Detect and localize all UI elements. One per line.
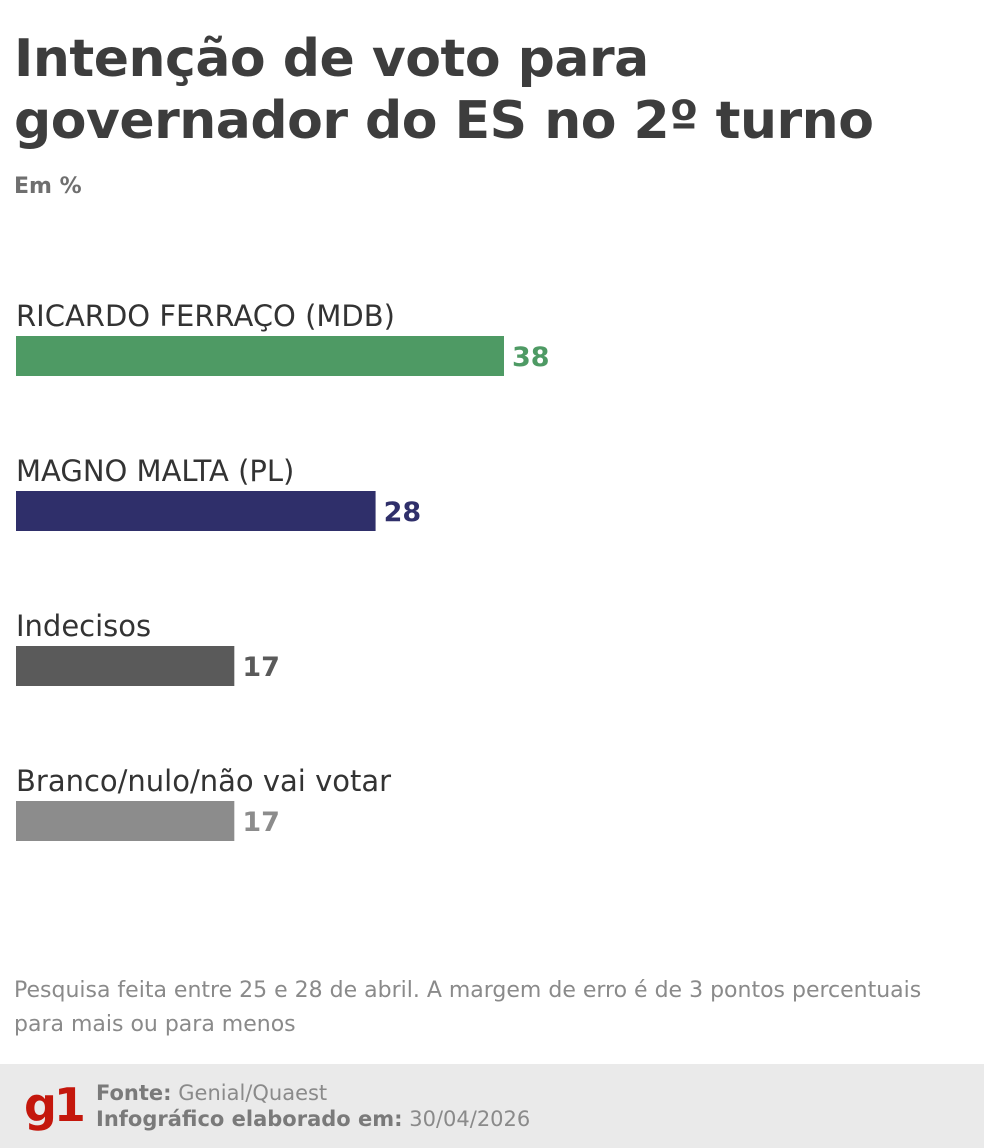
bar [16,646,235,686]
bar [16,491,376,531]
date-line: Infográfico elaborado em: 30/04/2026 [96,1106,530,1132]
footer: g1 Fonte: Genial/Quaest Infográfico elab… [0,1064,984,1148]
source-line: Fonte: Genial/Quaest [96,1080,530,1106]
category-label: RICARDO FERRAÇO (MDB) [16,299,395,333]
category-label: Branco/nulo/não vai votar [16,764,391,798]
footer-credits: Fonte: Genial/Quaest Infográfico elabora… [96,1080,530,1132]
value-label: 17 [242,652,280,683]
chart-subtitle: Em % [14,174,82,199]
value-label: 17 [242,807,280,838]
chart-title: Intenção de voto para governador do ES n… [14,29,874,151]
value-label: 28 [384,497,422,528]
methodology-note: Pesquisa feita entre 25 e 28 de abril. A… [14,978,922,1037]
date-label: Infográfico elaborado em: [96,1107,403,1131]
g1-logo: g1 [24,1078,86,1132]
bar-chart: RICARDO FERRAÇO (MDB) 38 MAGNO MALTA (PL) 2… [16,299,550,841]
bar [16,336,504,376]
date-value: 30/04/2026 [409,1107,531,1131]
category-label: Indecisos [16,609,151,643]
bar [16,801,235,841]
value-label: 38 [512,342,550,373]
source-label: Fonte: [96,1081,172,1105]
category-label: MAGNO MALTA (PL) [16,454,294,488]
source-value: Genial/Quaest [178,1081,328,1105]
